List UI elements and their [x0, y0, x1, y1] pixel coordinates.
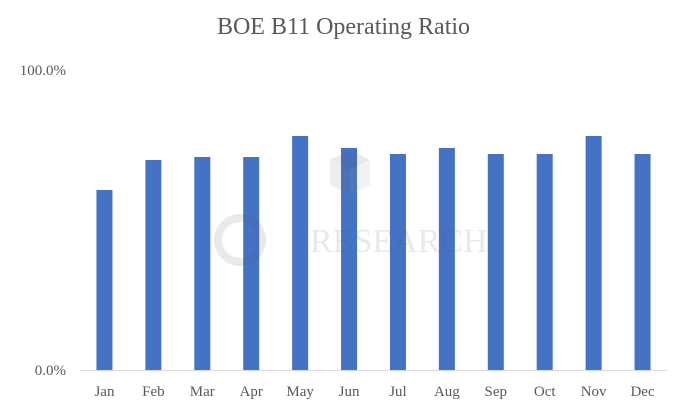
x-tick-label-apr: Apr [240, 384, 263, 400]
bar-jun [341, 148, 358, 370]
bar-sep [487, 154, 504, 370]
x-tick-label-dec: Dec [630, 384, 654, 400]
bar-apr [243, 157, 260, 370]
x-tick-labels: Jan Feb Mar Apr May Jun Jul Aug Sep Oct Nov Dec [94, 384, 654, 400]
x-tick-label-aug: Aug [434, 384, 460, 400]
x-tick-label-mar: Mar [190, 384, 215, 400]
x-tick-label-oct: Oct [534, 384, 556, 400]
x-tick-label-may: May [286, 384, 314, 400]
watermark-logo: RESEARCH [214, 150, 488, 266]
bar-aug [438, 148, 455, 370]
y-tick-label-max: 100.0% [20, 63, 66, 79]
watermark-shape [214, 214, 266, 266]
bar-feb [145, 160, 162, 370]
bar-mar [194, 157, 211, 370]
bar-may [292, 136, 309, 370]
bar-dec [634, 154, 651, 370]
x-tick-label-feb: Feb [142, 384, 165, 400]
bar-oct [536, 154, 553, 370]
x-tick-label-jun: Jun [339, 384, 360, 400]
x-tick-label-nov: Nov [581, 384, 607, 400]
bar-jan [96, 190, 113, 370]
x-tick-label-jan: Jan [94, 384, 114, 400]
bar-nov [585, 136, 602, 370]
watermark-cube-icon [330, 150, 370, 195]
watermark-text: RESEARCH [310, 223, 488, 260]
bar-jul [389, 154, 406, 370]
chart-title: BOE B11 Operating Ratio [216, 14, 471, 40]
bars-group [96, 136, 651, 370]
x-tick-label-sep: Sep [485, 384, 508, 400]
x-tick-label-jul: Jul [389, 384, 407, 400]
y-tick-label-min: 0.0% [35, 363, 66, 379]
